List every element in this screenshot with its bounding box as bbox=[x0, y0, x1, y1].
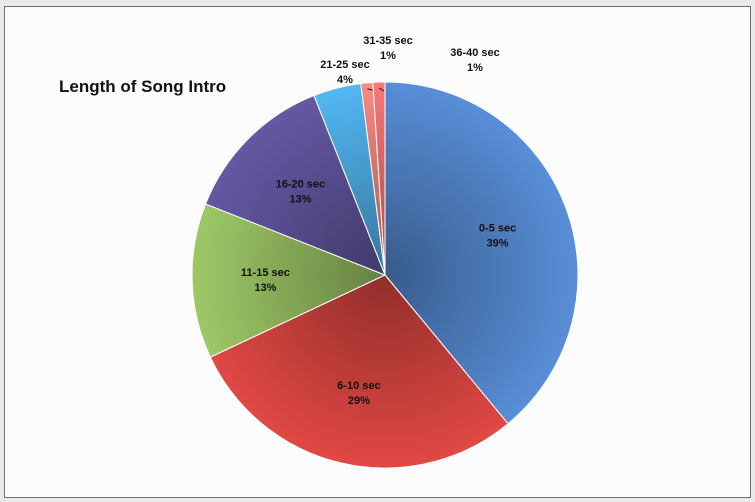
slice-label-percent: 4% bbox=[337, 74, 353, 86]
slice-label-name: 31-35 sec bbox=[363, 35, 413, 47]
pie-slice-16-20-sec bbox=[204, 94, 386, 276]
slice-label-percent: 39% bbox=[487, 237, 509, 249]
pie-slice-6-10-sec bbox=[209, 274, 509, 469]
slice-label-percent: 29% bbox=[348, 395, 370, 407]
pie-slice-0-5-sec bbox=[384, 81, 579, 425]
slice-label-name: 11-15 sec bbox=[241, 267, 290, 279]
slice-label-percent: 1% bbox=[467, 62, 483, 74]
slice-label-name: 0-5 sec bbox=[479, 222, 516, 234]
slice-label-percent: 13% bbox=[289, 193, 311, 205]
slice-label-percent: 13% bbox=[254, 282, 276, 294]
chart-frame: Length of Song Intro 0-5 sec 39% 6-10 sec 2… bbox=[4, 6, 751, 498]
slice-label-percent: 1% bbox=[380, 50, 396, 62]
leader-line bbox=[378, 87, 385, 92]
pie-slice-36-40-sec bbox=[372, 81, 386, 276]
pie-slice-11-15-sec bbox=[191, 203, 387, 358]
slice-label-name: 21-25 sec bbox=[320, 59, 370, 71]
slice-label-name: 6-10 sec bbox=[337, 380, 380, 392]
pie-chart: 0-5 sec 39% 6-10 sec 29% 11-15 sec 13% 16-20 s… bbox=[191, 35, 579, 469]
slice-label-name: 16-20 sec bbox=[276, 178, 326, 190]
slice-label-name: 36-40 sec bbox=[450, 47, 500, 59]
chart-title: Length of Song Intro bbox=[59, 77, 227, 96]
